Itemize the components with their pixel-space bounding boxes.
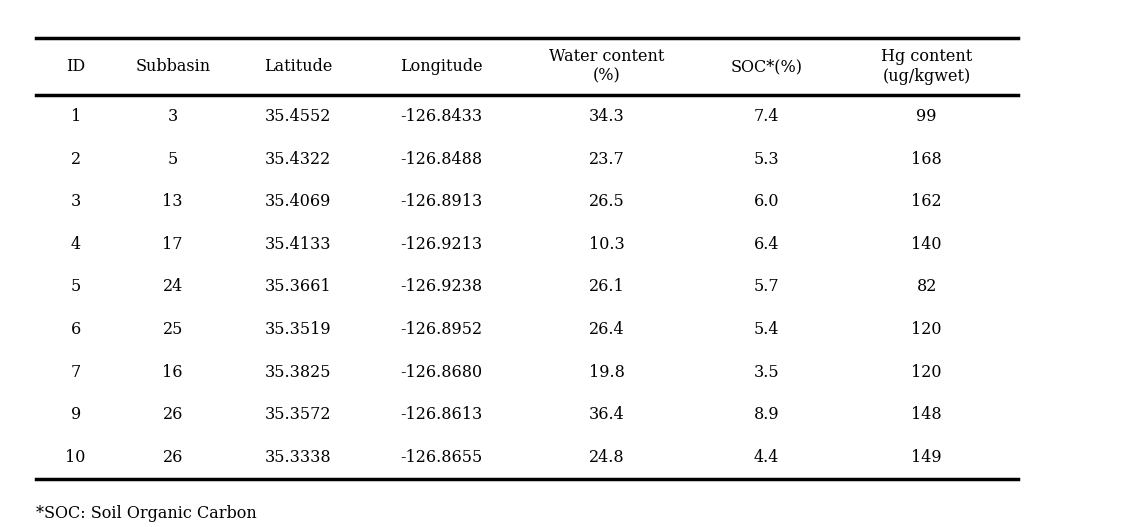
Text: 1: 1 — [71, 108, 81, 125]
Text: 26.4: 26.4 — [589, 321, 624, 338]
Text: 6: 6 — [71, 321, 81, 338]
Text: 35.3661: 35.3661 — [264, 278, 332, 296]
Text: 26: 26 — [163, 406, 183, 424]
Text: SOC*(%): SOC*(%) — [731, 58, 803, 75]
Text: 35.4322: 35.4322 — [266, 151, 332, 168]
Text: 24: 24 — [163, 278, 183, 296]
Text: 168: 168 — [911, 151, 942, 168]
Text: Hg content
(ug/kgwet): Hg content (ug/kgwet) — [881, 48, 972, 85]
Text: *SOC: Soil Organic Carbon: *SOC: Soil Organic Carbon — [35, 505, 256, 522]
Text: 148: 148 — [911, 406, 942, 424]
Text: 24.8: 24.8 — [589, 449, 624, 466]
Text: -126.8613: -126.8613 — [400, 406, 482, 424]
Text: 10.3: 10.3 — [589, 236, 625, 253]
Text: 5: 5 — [167, 151, 177, 168]
Text: 13: 13 — [163, 193, 183, 210]
Text: 34.3: 34.3 — [589, 108, 625, 125]
Text: 9: 9 — [71, 406, 81, 424]
Text: 2: 2 — [71, 151, 80, 168]
Text: -126.8655: -126.8655 — [400, 449, 482, 466]
Text: 10: 10 — [65, 449, 86, 466]
Text: 162: 162 — [911, 193, 942, 210]
Text: 5.7: 5.7 — [753, 278, 780, 296]
Text: -126.8913: -126.8913 — [400, 193, 482, 210]
Text: 35.3572: 35.3572 — [266, 406, 332, 424]
Text: 140: 140 — [911, 236, 942, 253]
Text: 23.7: 23.7 — [589, 151, 625, 168]
Text: -126.8952: -126.8952 — [400, 321, 482, 338]
Text: 5.4: 5.4 — [753, 321, 780, 338]
Text: -126.9213: -126.9213 — [400, 236, 482, 253]
Text: Latitude: Latitude — [264, 58, 332, 75]
Text: 26.5: 26.5 — [589, 193, 625, 210]
Text: 5.3: 5.3 — [753, 151, 780, 168]
Text: 26.1: 26.1 — [589, 278, 625, 296]
Text: 3.5: 3.5 — [753, 364, 780, 381]
Text: 4: 4 — [71, 236, 80, 253]
Text: 82: 82 — [916, 278, 937, 296]
Text: 120: 120 — [911, 321, 942, 338]
Text: Longitude: Longitude — [400, 58, 482, 75]
Text: 35.3519: 35.3519 — [264, 321, 332, 338]
Text: 25: 25 — [163, 321, 183, 338]
Text: 35.3338: 35.3338 — [264, 449, 332, 466]
Text: -126.8488: -126.8488 — [400, 151, 482, 168]
Text: Subbasin: Subbasin — [135, 58, 211, 75]
Text: 35.4552: 35.4552 — [266, 108, 332, 125]
Text: 36.4: 36.4 — [589, 406, 625, 424]
Text: -126.8433: -126.8433 — [400, 108, 482, 125]
Text: 99: 99 — [916, 108, 937, 125]
Text: 4.4: 4.4 — [755, 449, 780, 466]
Text: 17: 17 — [163, 236, 183, 253]
Text: 120: 120 — [911, 364, 942, 381]
Text: 6.0: 6.0 — [753, 193, 780, 210]
Text: 35.4069: 35.4069 — [266, 193, 332, 210]
Text: 3: 3 — [71, 193, 81, 210]
Text: -126.9238: -126.9238 — [400, 278, 482, 296]
Text: 6.4: 6.4 — [753, 236, 780, 253]
Text: 3: 3 — [167, 108, 177, 125]
Text: 35.4133: 35.4133 — [266, 236, 332, 253]
Text: 16: 16 — [163, 364, 183, 381]
Text: 35.3825: 35.3825 — [266, 364, 332, 381]
Text: 7.4: 7.4 — [753, 108, 780, 125]
Text: 5: 5 — [71, 278, 81, 296]
Text: -126.8680: -126.8680 — [400, 364, 482, 381]
Text: 149: 149 — [911, 449, 942, 466]
Text: 8.9: 8.9 — [753, 406, 780, 424]
Text: Water content
(%): Water content (%) — [550, 48, 664, 85]
Text: 26: 26 — [163, 449, 183, 466]
Text: 19.8: 19.8 — [589, 364, 625, 381]
Text: ID: ID — [66, 58, 85, 75]
Text: 7: 7 — [71, 364, 81, 381]
